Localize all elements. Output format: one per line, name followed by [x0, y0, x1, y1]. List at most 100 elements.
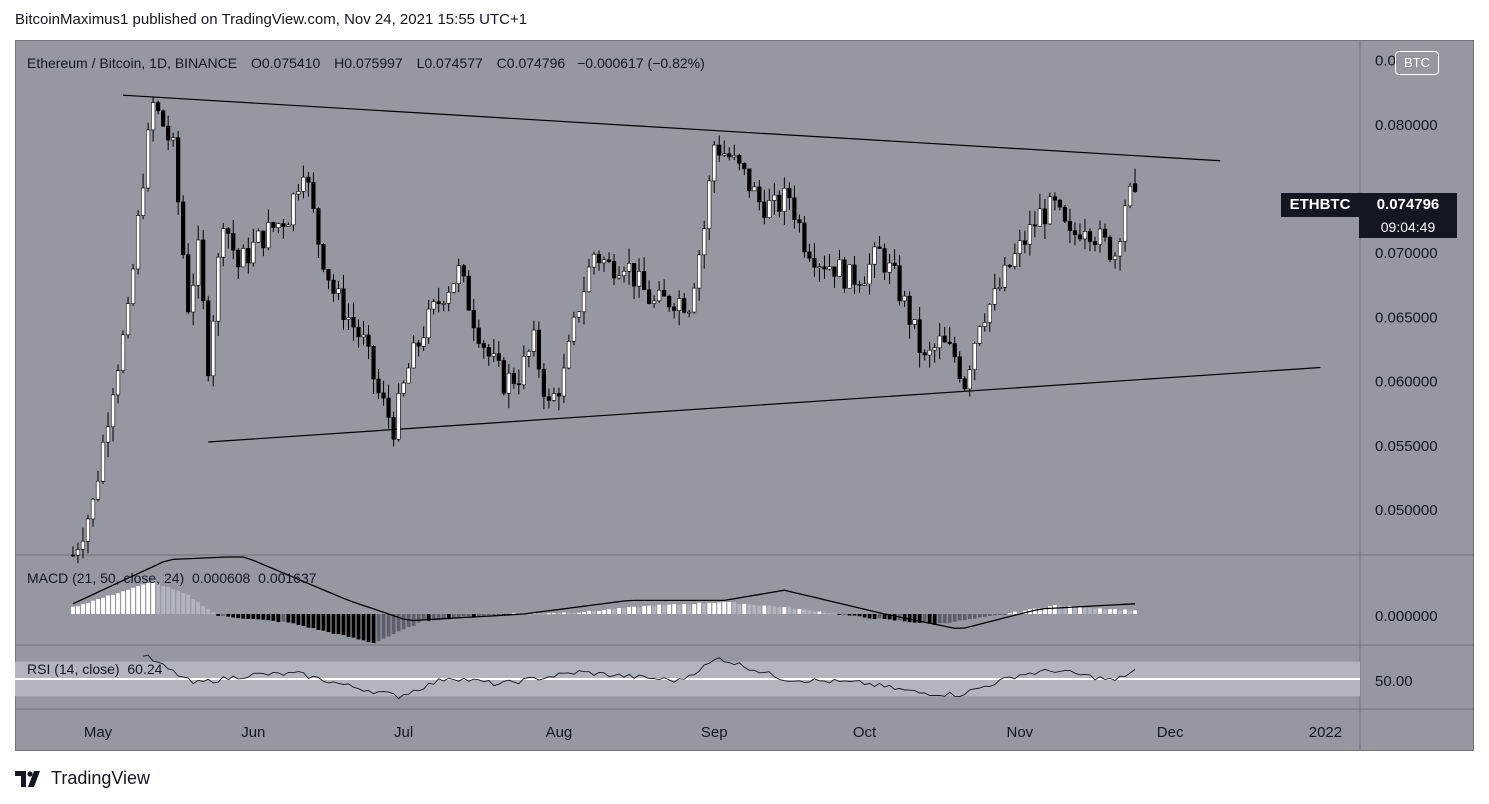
candle-body [812, 258, 817, 268]
macd-histogram-bar [126, 589, 130, 614]
candle-body [1067, 220, 1073, 231]
candle-body [1042, 208, 1047, 225]
candle-body [406, 367, 411, 384]
candle-body [606, 259, 612, 262]
candle-body [1027, 224, 1032, 245]
candle-body [446, 292, 451, 304]
candle-body [216, 256, 221, 322]
macd-histogram-bar [321, 614, 326, 631]
candle-body [476, 327, 481, 344]
macd-histogram-bar [1048, 606, 1052, 614]
candle-body [411, 342, 416, 369]
candle [105, 412, 111, 458]
candle-body [85, 518, 91, 542]
candle-body [722, 153, 727, 156]
macd-histogram-bar [106, 595, 110, 614]
candle-body [1082, 231, 1088, 240]
candle-body [231, 233, 236, 251]
candle [416, 340, 421, 357]
candle-body [336, 288, 341, 294]
date-axis-label: Sep [701, 724, 728, 741]
candle-body [226, 228, 231, 234]
candle [626, 248, 632, 285]
candle [717, 135, 722, 162]
rsi-axis-label: 50.00 [1375, 673, 1413, 690]
candle-body [1122, 205, 1128, 242]
candle-body [251, 241, 256, 264]
candle-body [181, 201, 186, 255]
candle-body [767, 200, 772, 218]
macd-histogram-bar [266, 614, 271, 621]
candle [817, 263, 822, 282]
macd-histogram-bar [997, 614, 1002, 615]
macd-histogram-bar [942, 614, 947, 624]
candle [762, 189, 767, 225]
candle [70, 546, 76, 558]
candle-body [852, 264, 857, 285]
candle [697, 249, 702, 301]
macd-histogram-bar [231, 614, 236, 618]
candle [571, 311, 577, 346]
macd-histogram-bar [386, 614, 391, 637]
macd-histogram-bar [441, 614, 446, 619]
macd-histogram-bar [456, 614, 461, 618]
candle [125, 296, 131, 339]
candle-body [166, 125, 171, 141]
macd-histogram-bar [802, 609, 807, 614]
candle-body [371, 346, 376, 380]
candle-body [196, 239, 201, 286]
macd-histogram-bar [1017, 612, 1022, 614]
candle-body [541, 368, 546, 397]
candle-body [662, 289, 667, 297]
macd-histogram-bar [171, 589, 176, 614]
macd-axis-label: 0.000000 [1375, 608, 1438, 625]
candle-body [80, 540, 86, 550]
candle [662, 279, 667, 297]
candle-body [556, 393, 562, 397]
candle [421, 326, 426, 351]
candle [1012, 243, 1017, 270]
candle-body [772, 194, 777, 201]
candle [461, 264, 466, 283]
price-axis-label: 0.055000 [1375, 438, 1438, 455]
candle-body [125, 303, 131, 336]
macd-histogram-bar [882, 614, 887, 619]
brand-name: TradingView [51, 768, 151, 788]
candle-body [110, 394, 116, 428]
candle-body [832, 266, 837, 277]
macd-histogram-bar [692, 604, 697, 614]
rsi-legend: RSI (14, close) 60.24 [27, 661, 162, 677]
candle [85, 514, 91, 554]
candle-body [867, 263, 872, 285]
candle-body [937, 335, 942, 349]
macd-histogram-bar [622, 608, 626, 614]
candle-body [1097, 228, 1103, 245]
macd-histogram-bar [827, 613, 832, 615]
macd-histogram-bar [1098, 608, 1102, 614]
candle [181, 195, 186, 259]
candle [261, 230, 266, 257]
macd-histogram-bar [101, 597, 105, 614]
macd-histogram-bar [952, 614, 957, 622]
tradingview-logo[interactable]: TradingView [15, 768, 150, 789]
chart-frame[interactable] [15, 40, 1474, 751]
macd-histogram-bar [672, 603, 677, 614]
candle-body [436, 301, 441, 304]
candle-body [782, 187, 787, 212]
currency-badge[interactable]: BTC [1395, 51, 1439, 75]
candle-body [331, 279, 336, 294]
candle [541, 363, 546, 410]
macd-histogram-bar [76, 606, 80, 614]
candle-body [827, 266, 832, 270]
candle-body [922, 352, 927, 356]
candle [576, 311, 582, 323]
candle-body [481, 343, 486, 348]
candle [396, 383, 401, 442]
macd-histogram-bar [787, 607, 792, 614]
rsi-line [142, 654, 1136, 700]
candle-body [1057, 199, 1063, 208]
macd-histogram-bar [201, 606, 206, 614]
macd-histogram-bar [541, 613, 546, 615]
candle [797, 214, 802, 233]
